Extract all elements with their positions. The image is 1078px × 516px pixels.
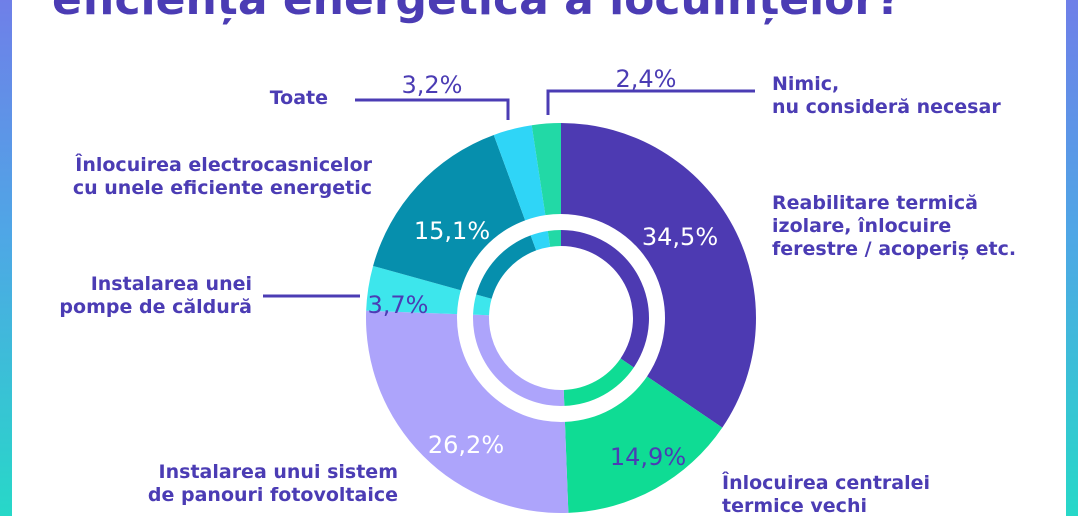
value-label-reabilitare-termica-izolare-: 34,5% [642, 223, 718, 251]
category-label-inlocuirea-centralei-termice: Înlocuirea centralei termice vechi [722, 471, 930, 516]
value-label-inlocuirea-centralei-termice: 14,9% [610, 443, 686, 471]
category-label-instalarea-unei-pompe-de-cal: Instalarea unei pompe de căldură [59, 273, 252, 318]
category-label-nimic-nu-considera-necesar: Nimic, nu consideră necesar [772, 73, 1001, 118]
category-label-instalarea-unui-sistem-de-pa: Instalarea unui sistem de panouri fotovol… [148, 461, 398, 506]
value-label-instalarea-unei-pompe-de-cal: 3,7% [368, 291, 429, 319]
leader-line-nimic-nu-considera-necesar [548, 91, 755, 115]
category-label-inlocuirea-electrocasnicelor: Înlocuirea electrocasnicelor cu unele efi… [73, 153, 373, 199]
value-label-toate: 3,2% [402, 71, 463, 99]
value-label-nimic-nu-considera-necesar: 2,4% [616, 65, 677, 93]
category-label-reabilitare-termica-izolare-: Reabilitare termică izolare, înlocuire fer… [772, 192, 1016, 260]
category-label-toate: Toate [270, 87, 328, 109]
leader-line-toate [355, 100, 508, 120]
value-label-instalarea-unui-sistem-de-pa: 26,2% [428, 431, 504, 459]
value-label-inlocuirea-electrocasnicelor: 15,1% [414, 217, 490, 245]
